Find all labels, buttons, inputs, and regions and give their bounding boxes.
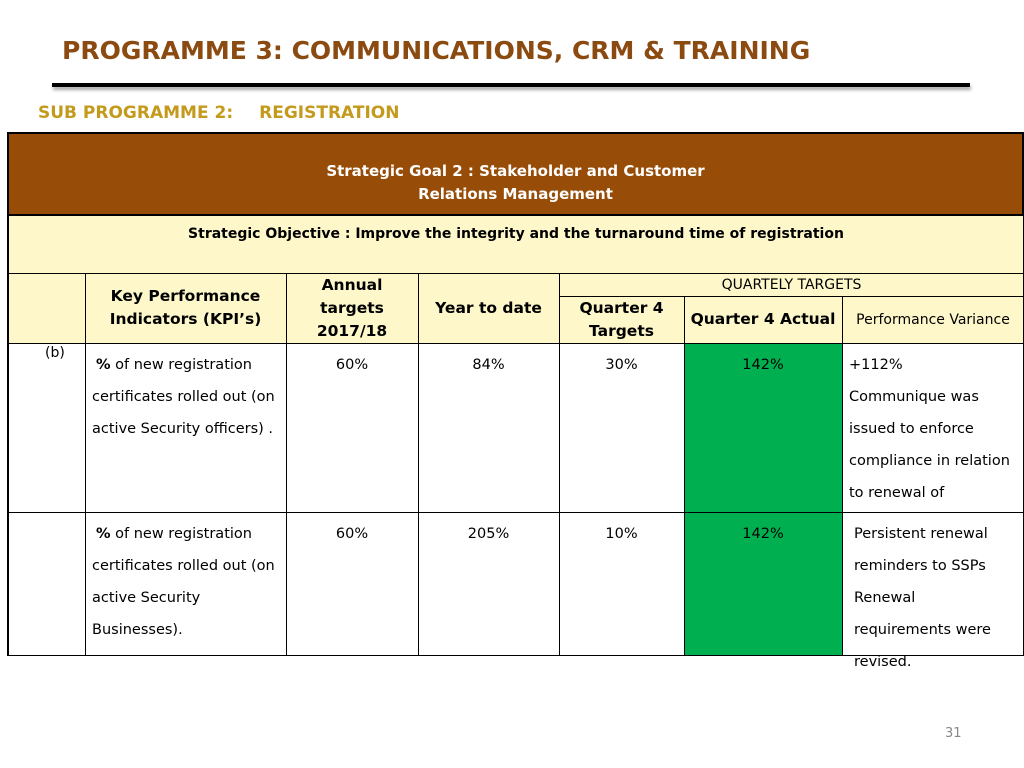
row1-variance: +112% Communique was issued to enforce c…	[842, 343, 1024, 533]
row2-variance: Persistent renewal reminders to SSPs Ren…	[842, 512, 1024, 670]
strategic-goal-line1: Strategic Goal 2 : Stakeholder and Custo…	[326, 162, 705, 180]
sub-programme-label: SUB PROGRAMME 2:	[38, 103, 234, 123]
row2-kpi: % of new registration certificates rolle…	[85, 512, 286, 656]
row2-ytd: 205%	[418, 512, 559, 656]
header-performance-variance: Performance Variance	[856, 311, 1010, 328]
row2-annual: 60%	[286, 512, 418, 656]
row-divider	[7, 273, 1024, 274]
table-border-left	[7, 216, 9, 656]
header-q4-targets: Quarter 4 Targets	[579, 298, 664, 340]
title-divider	[52, 83, 970, 87]
header-kpi: Key Performance Indicators (KPI’s)	[109, 287, 262, 328]
strategic-goal-line2: Relations Management	[418, 185, 613, 203]
table-border-bottom	[7, 655, 1024, 656]
performance-table: Strategic Goal 2 : Stakeholder and Custo…	[7, 132, 1024, 670]
row-divider	[559, 296, 1024, 297]
row1-q4-actual: 142%	[684, 343, 842, 512]
row1-q4-target: 30%	[559, 343, 684, 512]
header-quarterly-targets: QUARTELY TARGETS	[721, 276, 862, 293]
page-title: PROGRAMME 3: COMMUNICATIONS, CRM & TRAIN…	[62, 36, 811, 65]
strategic-goal-row: Strategic Goal 2 : Stakeholder and Custo…	[7, 132, 1024, 216]
column-divider	[842, 296, 843, 656]
header-annual-targets: Annual targets 2017/18	[316, 275, 388, 340]
column-divider	[418, 273, 419, 656]
row2-q4-target: 10%	[559, 512, 684, 656]
sub-programme-heading: SUB PROGRAMME 2: REGISTRATION	[38, 103, 399, 123]
row1-label-cell: (b)	[7, 343, 85, 512]
page-number: 31	[945, 726, 962, 741]
column-divider	[684, 296, 685, 656]
row2-q4-actual: 142%	[684, 512, 842, 656]
sub-programme-value: REGISTRATION	[259, 103, 400, 123]
row1-ytd: 84%	[418, 343, 559, 512]
strategic-objective-row: Strategic Objective : Improve the integr…	[7, 216, 1024, 273]
column-divider	[559, 273, 560, 656]
header-q4-actual: Quarter 4 Actual	[690, 310, 836, 328]
row1-annual: 60%	[286, 343, 418, 512]
column-divider	[85, 273, 86, 656]
row1-kpi: % of new registration certificates rolle…	[85, 343, 286, 512]
header-year-to-date: Year to date	[435, 298, 542, 317]
row-divider	[7, 343, 1024, 344]
column-divider	[286, 273, 287, 656]
row-divider	[7, 512, 1024, 513]
row2-label-cell	[7, 512, 85, 656]
row1-label: (b)	[45, 345, 65, 361]
